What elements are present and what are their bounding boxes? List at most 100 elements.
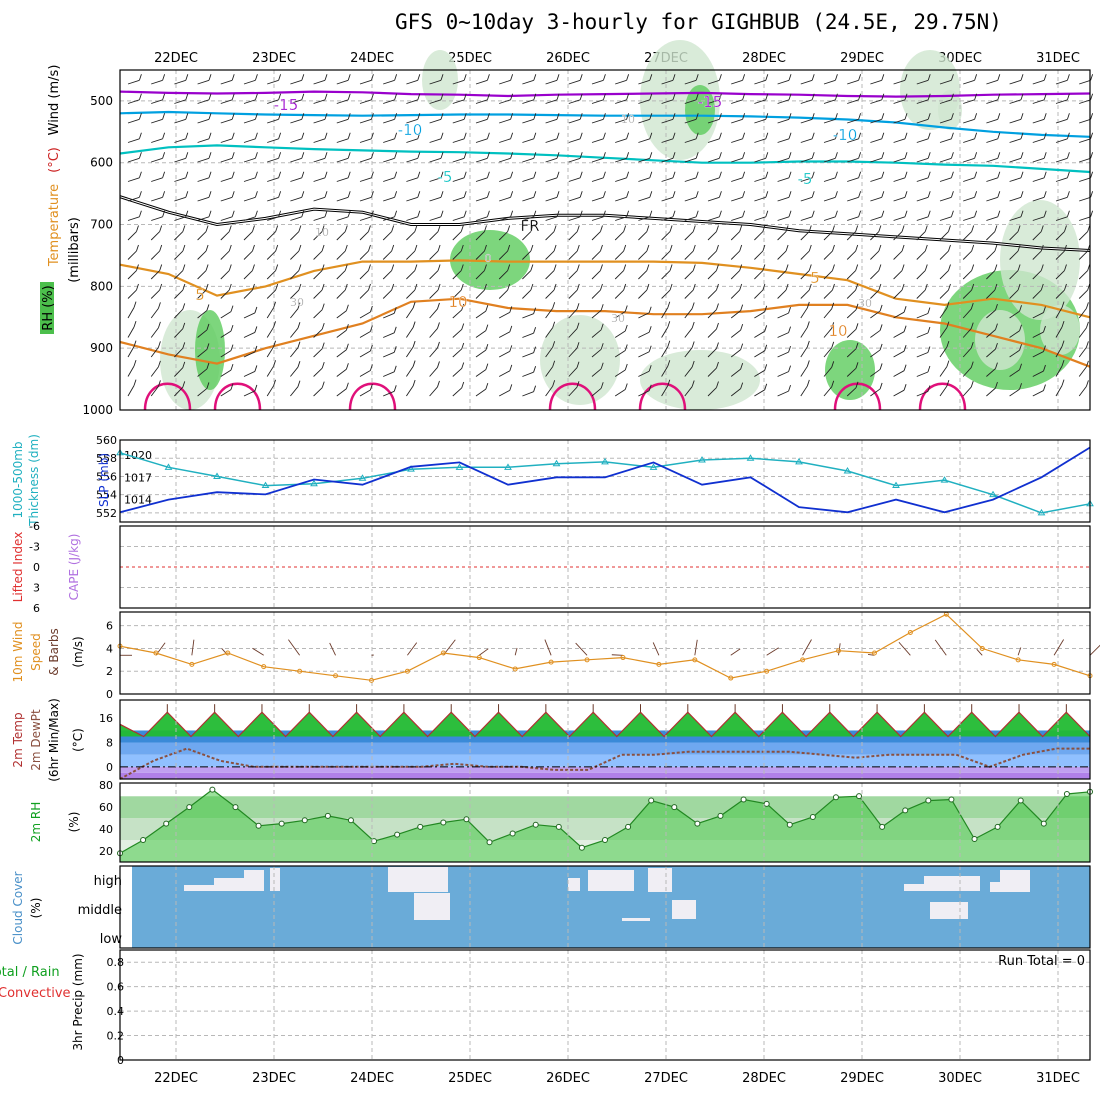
wind-barb [707, 177, 720, 182]
wind-barb-flag [785, 225, 789, 232]
wind-barb-flag [228, 244, 232, 252]
wind-barb-flag [254, 152, 258, 159]
wind-barb [661, 177, 674, 182]
wind-barb [475, 196, 488, 202]
wind-barb-flag [206, 362, 210, 370]
wind-barb [893, 216, 906, 221]
rh-tick-label: 20 [99, 845, 113, 858]
wind-barb-flag [881, 191, 885, 198]
wind-barb [359, 138, 372, 143]
wind-barb-flag [1043, 325, 1046, 333]
wind-barb-flag [530, 225, 534, 232]
wind-barb-flag [927, 326, 931, 334]
wind-barb-flag [1043, 171, 1047, 178]
wind-barb-flag [946, 302, 950, 309]
wind-barb [290, 386, 299, 397]
wind-barb [220, 138, 233, 143]
wind-barb-flag [879, 343, 883, 351]
wind-barb-flag [602, 113, 606, 120]
wind-barb [174, 270, 184, 280]
wind-barb-flag [182, 322, 186, 330]
wind-barb [568, 216, 581, 221]
wind-barb [243, 216, 256, 221]
wind-barb-flag [624, 344, 628, 351]
wind-barb-flag [208, 74, 212, 81]
wind-barb-flag [927, 307, 931, 314]
wind-barb-flag [437, 361, 440, 368]
temperature-tick-label: 0 [106, 761, 113, 774]
surface-wind-barb [652, 642, 660, 656]
wind-barb-flag [552, 302, 556, 309]
wind-barb-flag [600, 382, 604, 389]
wind-barb-flag [624, 324, 628, 332]
cloud-block [270, 868, 280, 891]
wind-barb [1009, 79, 1022, 85]
wind-barb [1032, 370, 1044, 377]
wind-barb-flag [1019, 324, 1022, 331]
wind-barb-flag [832, 244, 835, 252]
surface-wind-barb [329, 642, 336, 656]
wind-barb [707, 118, 720, 124]
cloud-level-label: low [100, 932, 123, 947]
wind-barb-flag [948, 283, 951, 291]
wind-barb-flag [903, 345, 907, 352]
wind-barb-flag [765, 132, 769, 139]
rh-marker [301, 817, 308, 824]
wind-barb-flag [672, 152, 676, 159]
wind-barb [916, 371, 929, 377]
wind-barb-flag [974, 113, 978, 120]
run-total-label: Run Total = 0 [998, 954, 1085, 969]
wind-barb-flag [1085, 321, 1089, 329]
rh-marker [671, 804, 678, 811]
wind-barb-flag [533, 385, 537, 392]
cloud-block [904, 884, 924, 891]
wind-barb-flag [1066, 171, 1070, 178]
wind-barb [1009, 289, 1019, 299]
wind-barb-flag [510, 93, 514, 100]
wind-barb [939, 270, 949, 280]
wind-barb-flag [576, 361, 580, 368]
wind-barb-flag [1064, 225, 1067, 232]
wind-barb-flag [903, 384, 907, 391]
wind-barb-flag [691, 321, 695, 329]
thickness-marker [552, 459, 561, 467]
wind-barb-flag [974, 152, 978, 159]
wind-barb-flag [971, 283, 975, 291]
wind-barb-flag [533, 113, 537, 120]
wind-barb-flag [649, 210, 653, 217]
surface-temp-contour [143, 382, 192, 411]
wind-barb [429, 347, 438, 358]
wind-barb-flag [507, 244, 511, 252]
wind-barb-flag [208, 191, 212, 198]
cloud-block [930, 902, 968, 919]
wind-barb [545, 157, 558, 163]
wind-barb [846, 231, 857, 241]
wind-barb-flag [507, 283, 511, 291]
wind-barb [336, 99, 349, 104]
wind-barb-flag [806, 321, 810, 328]
wind-barb [800, 270, 810, 280]
wind-barb [336, 310, 347, 319]
wind-barb [359, 350, 371, 358]
wind-barb-flag [301, 171, 305, 178]
wind-barb [383, 138, 395, 143]
wind-barb-flag [692, 225, 696, 232]
wind-barb [847, 216, 859, 221]
date-label-top: 29DEC [840, 51, 884, 66]
wind-barb [916, 391, 929, 397]
wind-barb-flag [370, 210, 374, 217]
wind-barb [336, 349, 347, 358]
wind-barb [823, 79, 836, 85]
wind-barb [661, 118, 674, 124]
wind-barb-flag [903, 306, 907, 313]
wind-barb [150, 231, 161, 241]
rh-marker [163, 820, 170, 827]
wind-barb [1009, 388, 1020, 397]
cloud-level-label: middle [78, 903, 122, 918]
wind-barb [406, 196, 418, 202]
wind-barb [220, 196, 233, 202]
wind-barb [777, 371, 789, 377]
wind-barb [754, 177, 766, 182]
wind-barb [313, 250, 323, 260]
wind-barb-flag [231, 191, 235, 198]
